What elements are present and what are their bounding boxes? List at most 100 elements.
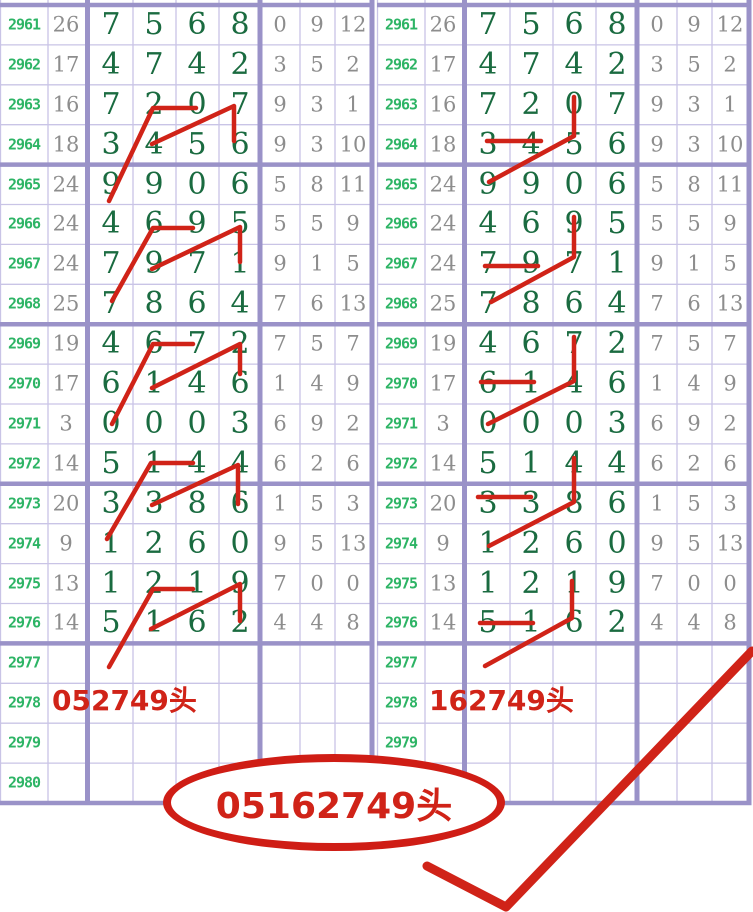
cell-sum: 24 [52, 211, 80, 236]
cell-digit: 1 [478, 525, 498, 561]
cell-digit: 2 [144, 525, 164, 561]
cell-extra: 6 [650, 411, 664, 436]
cell-extra: 6 [687, 291, 701, 316]
cell-extra: 5 [310, 531, 324, 556]
cell-period: 2971 [384, 414, 418, 433]
cell-extra: 5 [687, 52, 701, 77]
cell-period: 2965 [7, 175, 41, 194]
cell-digit: 7 [101, 86, 121, 122]
cell-digit: 4 [564, 46, 584, 82]
cell-extra: 12 [339, 12, 367, 37]
cell-digit: 9 [478, 166, 498, 202]
cell-extra: 6 [650, 451, 664, 476]
cell-extra: 4 [310, 371, 324, 396]
cell-sum: 24 [429, 172, 457, 197]
cell-digit: 2 [607, 46, 627, 82]
cell-digit: 6 [564, 286, 584, 322]
cell-extra: 1 [310, 251, 324, 276]
cell-extra: 7 [273, 331, 287, 356]
trend-line [486, 455, 577, 549]
cell-digit: 7 [564, 246, 584, 282]
trend-line [106, 586, 196, 670]
cell-digit: 1 [607, 246, 627, 282]
cell-digit: 4 [564, 366, 584, 402]
cell-digit: 8 [144, 286, 164, 322]
trend-line [109, 341, 196, 427]
cell-digit: 4 [101, 46, 121, 82]
cell-sum: 17 [429, 52, 457, 77]
cell-sum: 17 [429, 371, 457, 396]
cell-period: 2966 [7, 214, 41, 233]
cell-sum: 24 [429, 211, 457, 236]
cell-sum: 25 [52, 291, 80, 316]
cell-extra: 7 [273, 291, 287, 316]
cell-digit: 7 [478, 6, 498, 42]
cell-extra: 9 [687, 12, 701, 37]
cell-digit: 5 [607, 206, 627, 242]
checkmark-mark [422, 646, 753, 912]
cell-digit: 7 [478, 86, 498, 122]
right-grid-2978-annotation: 162749头 [429, 684, 574, 717]
cell-period: 2962 [7, 55, 41, 74]
cell-digit: 8 [607, 6, 627, 42]
cell-period: 2973 [384, 494, 418, 513]
cell-digit: 9 [607, 565, 627, 601]
cell-extra: 13 [716, 291, 744, 316]
cell-extra: 7 [273, 571, 287, 596]
cell-extra: 5 [687, 331, 701, 356]
cell-extra: 0 [650, 12, 664, 37]
cell-extra: 7 [723, 331, 737, 356]
cell-digit: 7 [144, 46, 164, 82]
cell-digit: 4 [187, 445, 207, 481]
cell-extra: 13 [339, 291, 367, 316]
cell-extra: 1 [346, 92, 360, 117]
cell-period: 2977 [384, 653, 418, 672]
cell-sum: 17 [52, 52, 80, 77]
cell-digit: 0 [564, 405, 584, 441]
cell-digit: 2 [521, 86, 541, 122]
cell-period: 2980 [7, 773, 41, 792]
cell-extra: 9 [650, 531, 664, 556]
cell-sum: 14 [52, 610, 80, 635]
cell-digit: 5 [187, 126, 207, 162]
cell-sum: 18 [429, 132, 457, 157]
cell-digit: 3 [101, 485, 121, 521]
cell-extra: 6 [273, 411, 287, 436]
cell-digit: 7 [607, 86, 627, 122]
cell-extra: 2 [687, 451, 701, 476]
cell-digit: 8 [521, 286, 541, 322]
cell-digit: 7 [101, 6, 121, 42]
trend-line [486, 94, 577, 185]
cell-extra: 9 [273, 531, 287, 556]
cell-digit: 4 [230, 286, 250, 322]
cell-period: 2964 [384, 135, 418, 154]
cell-digit: 7 [187, 246, 207, 282]
cell-extra: 2 [310, 451, 324, 476]
cell-extra: 9 [346, 371, 360, 396]
cell-digit: 1 [521, 445, 541, 481]
cell-extra: 5 [310, 211, 324, 236]
cell-extra: 5 [310, 331, 324, 356]
cell-sum: 17 [52, 371, 80, 396]
result-ellipse-label: 05162749头 [215, 785, 453, 827]
cell-extra: 6 [310, 291, 324, 316]
cell-period: 2974 [384, 534, 418, 553]
left-grid-2978-annotation: 052749头 [52, 684, 197, 717]
cell-extra: 1 [650, 371, 664, 396]
cell-digit: 7 [101, 246, 121, 282]
cell-extra: 5 [650, 211, 664, 236]
cell-digit: 0 [607, 525, 627, 561]
cell-extra: 2 [723, 411, 737, 436]
cell-extra: 2 [723, 52, 737, 77]
cell-digit: 4 [478, 326, 498, 362]
cell-digit: 6 [521, 326, 541, 362]
trend-line [149, 224, 243, 272]
cell-extra: 3 [723, 491, 737, 516]
cell-period: 2977 [7, 653, 41, 672]
cell-extra: 6 [273, 451, 287, 476]
cell-sum: 14 [429, 610, 457, 635]
trend-line [149, 341, 243, 391]
cell-extra: 5 [723, 251, 737, 276]
cell-extra: 10 [339, 132, 367, 157]
